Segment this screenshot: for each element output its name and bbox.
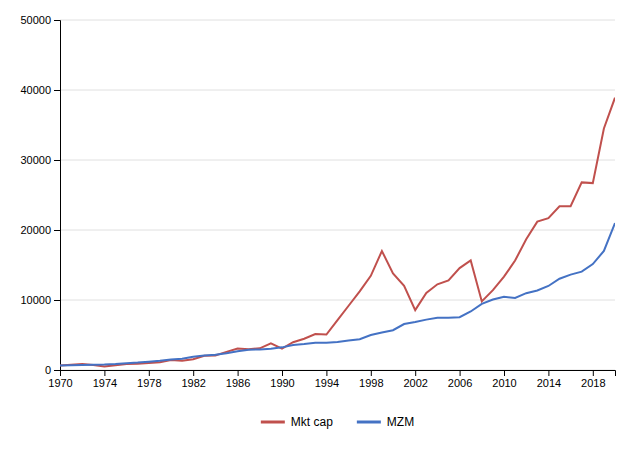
y-tick-label: 20000 [20, 224, 51, 236]
x-tick: 2018 [581, 370, 605, 389]
x-tick: 1994 [315, 370, 339, 389]
y-tick-mark [54, 370, 60, 371]
y-tick-mark [54, 160, 60, 161]
y-tick-mark [54, 20, 60, 21]
x-tick-mark [371, 370, 372, 376]
x-tick-mark [415, 370, 416, 376]
legend-item: MZM [357, 415, 414, 429]
x-axis: 1970 1974 1978 1982 1986 1990 1994 1998 2002 2006… [48, 370, 615, 389]
x-tick: 1974 [93, 370, 117, 389]
x-tick-mark [326, 370, 327, 376]
legend-swatch [357, 421, 381, 424]
y-tick: 10000 [20, 294, 60, 306]
x-tick-label: 1978 [137, 377, 161, 389]
x-tick-label: 2006 [448, 377, 472, 389]
x-tick-mark [238, 370, 239, 376]
x-tick-label: 2002 [403, 377, 427, 389]
y-axis-line [54, 21, 61, 371]
y-tick-mark [54, 300, 60, 301]
x-tick: 1978 [137, 370, 161, 389]
x-tick-mark [504, 370, 505, 376]
legend-item: Mkt cap [261, 415, 333, 429]
x-tick-label: 1986 [226, 377, 250, 389]
y-tick-label: 10000 [20, 294, 51, 306]
legend-label: MZM [387, 415, 414, 429]
x-tick-label: 1998 [359, 377, 383, 389]
grid [60, 20, 615, 370]
x-tick-mark [593, 370, 594, 376]
x-tick: 1990 [270, 370, 294, 389]
y-tick-mark [54, 230, 60, 231]
x-tick: 1970 [48, 370, 72, 389]
legend-swatch [261, 421, 285, 424]
x-tick-label: 2014 [537, 377, 561, 389]
x-tick-label: 1982 [181, 377, 205, 389]
x-tick-mark [282, 370, 283, 376]
x-tick-mark [104, 370, 105, 376]
x-tick-label: 1974 [93, 377, 117, 389]
x-tick-label: 1970 [48, 377, 72, 389]
y-tick-label: 0 [45, 364, 51, 376]
y-axis: 0 10000 20000 30000 40000 50000 [20, 14, 60, 376]
y-tick-label: 30000 [20, 154, 51, 166]
x-tick: 2014 [537, 370, 561, 389]
y-tick-label: 40000 [20, 84, 51, 96]
x-tick-mark [460, 370, 461, 376]
y-tick: 50000 [20, 14, 60, 26]
x-tick-mark [193, 370, 194, 376]
x-tick: 2010 [492, 370, 516, 389]
series-line [60, 98, 615, 367]
y-tick: 30000 [20, 154, 60, 166]
x-tick: 2006 [448, 370, 472, 389]
legend: Mkt cap MZM [261, 415, 414, 429]
series-line [60, 223, 615, 366]
x-tick-mark [548, 370, 549, 376]
chart: 1970 1974 1978 1982 1986 1990 1994 1998 2002 2006… [0, 0, 640, 450]
x-tick-label: 2010 [492, 377, 516, 389]
x-tick: 1986 [226, 370, 250, 389]
y-tick: 40000 [20, 84, 60, 96]
grid-line [60, 160, 615, 161]
x-tick: 1982 [181, 370, 205, 389]
grid-line [60, 300, 615, 301]
y-tick-label: 50000 [20, 14, 51, 26]
x-tick: 2002 [403, 370, 427, 389]
x-tick: 1998 [359, 370, 383, 389]
x-axis-line [61, 371, 616, 377]
x-tick-label: 1990 [270, 377, 294, 389]
plot-area [60, 98, 615, 367]
x-tick-label: 1994 [315, 377, 339, 389]
y-tick: 0 [45, 364, 60, 376]
y-tick: 20000 [20, 224, 60, 236]
x-tick-label: 2018 [581, 377, 605, 389]
grid-line [60, 90, 615, 91]
x-tick-mark [149, 370, 150, 376]
grid-line [60, 20, 615, 21]
y-tick-mark [54, 90, 60, 91]
legend-label: Mkt cap [291, 415, 333, 429]
